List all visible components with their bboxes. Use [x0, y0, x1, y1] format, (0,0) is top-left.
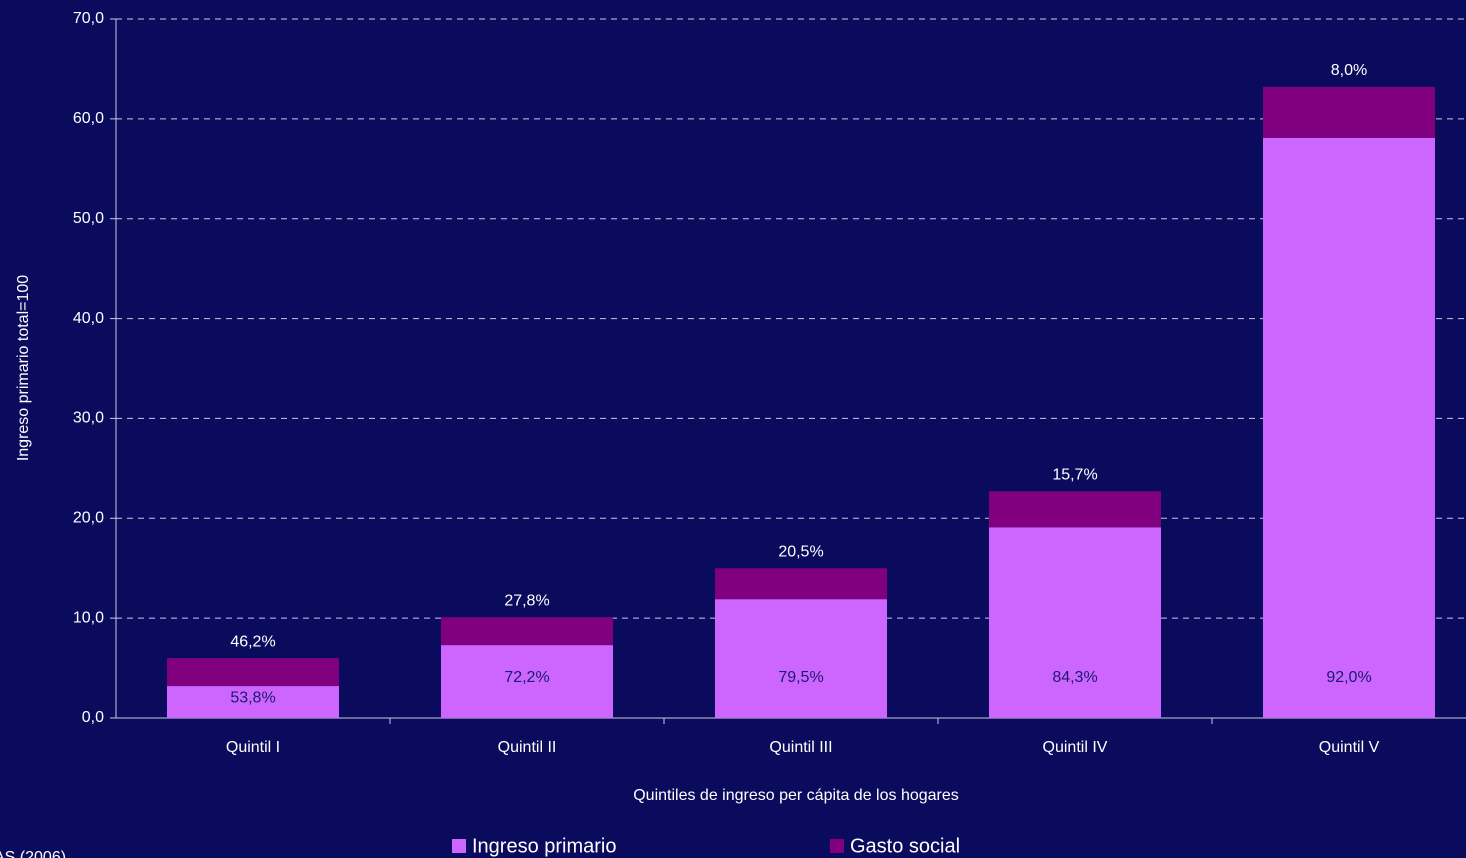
legend-swatch	[830, 839, 844, 853]
data-label: 46,2%	[230, 633, 275, 650]
y-tick-label: 40,0	[73, 310, 104, 327]
x-tick-label: Quintil V	[1319, 739, 1380, 756]
data-label: 79,5%	[778, 669, 823, 686]
bar-segment	[989, 527, 1161, 718]
bar-segment	[715, 599, 887, 718]
y-tick-label: 20,0	[73, 510, 104, 527]
y-axis-title: Ingreso primario total=100	[15, 275, 32, 461]
bar-segment	[1263, 86, 1435, 138]
x-tick-label: Quintil II	[498, 739, 557, 756]
legend-swatch	[452, 839, 466, 853]
y-tick-label: 0,0	[82, 709, 104, 726]
legend-label: Ingreso primario	[472, 835, 617, 857]
data-label: 72,2%	[504, 669, 549, 686]
y-tick-label: 10,0	[73, 609, 104, 626]
y-tick-label: 60,0	[73, 110, 104, 127]
y-tick-label: 70,0	[73, 10, 104, 27]
legend-label: Gasto social	[850, 835, 960, 857]
source-note: AS (2006)	[0, 849, 66, 858]
bar-segment	[715, 568, 887, 600]
bar-segment	[167, 686, 339, 718]
y-tick-label: 50,0	[73, 210, 104, 227]
data-label: 15,7%	[1052, 467, 1097, 484]
bar-segment	[1263, 137, 1435, 718]
data-label: 92,0%	[1326, 669, 1371, 686]
bar-segment	[989, 491, 1161, 528]
bar-segment	[441, 645, 613, 718]
data-label: 53,8%	[230, 689, 275, 706]
data-label: 20,5%	[778, 543, 823, 560]
data-label: 8,0%	[1331, 62, 1367, 79]
bar-segment	[441, 617, 613, 646]
data-label: 84,3%	[1052, 669, 1097, 686]
x-tick-label: Quintil I	[226, 739, 280, 756]
bar-segment	[167, 658, 339, 687]
y-tick-label: 30,0	[73, 410, 104, 427]
x-axis-title: Quintiles de ingreso per cápita de los h…	[633, 787, 959, 804]
data-label: 27,8%	[504, 592, 549, 609]
x-tick-label: Quintil IV	[1043, 739, 1108, 756]
x-tick-label: Quintil III	[769, 739, 832, 756]
